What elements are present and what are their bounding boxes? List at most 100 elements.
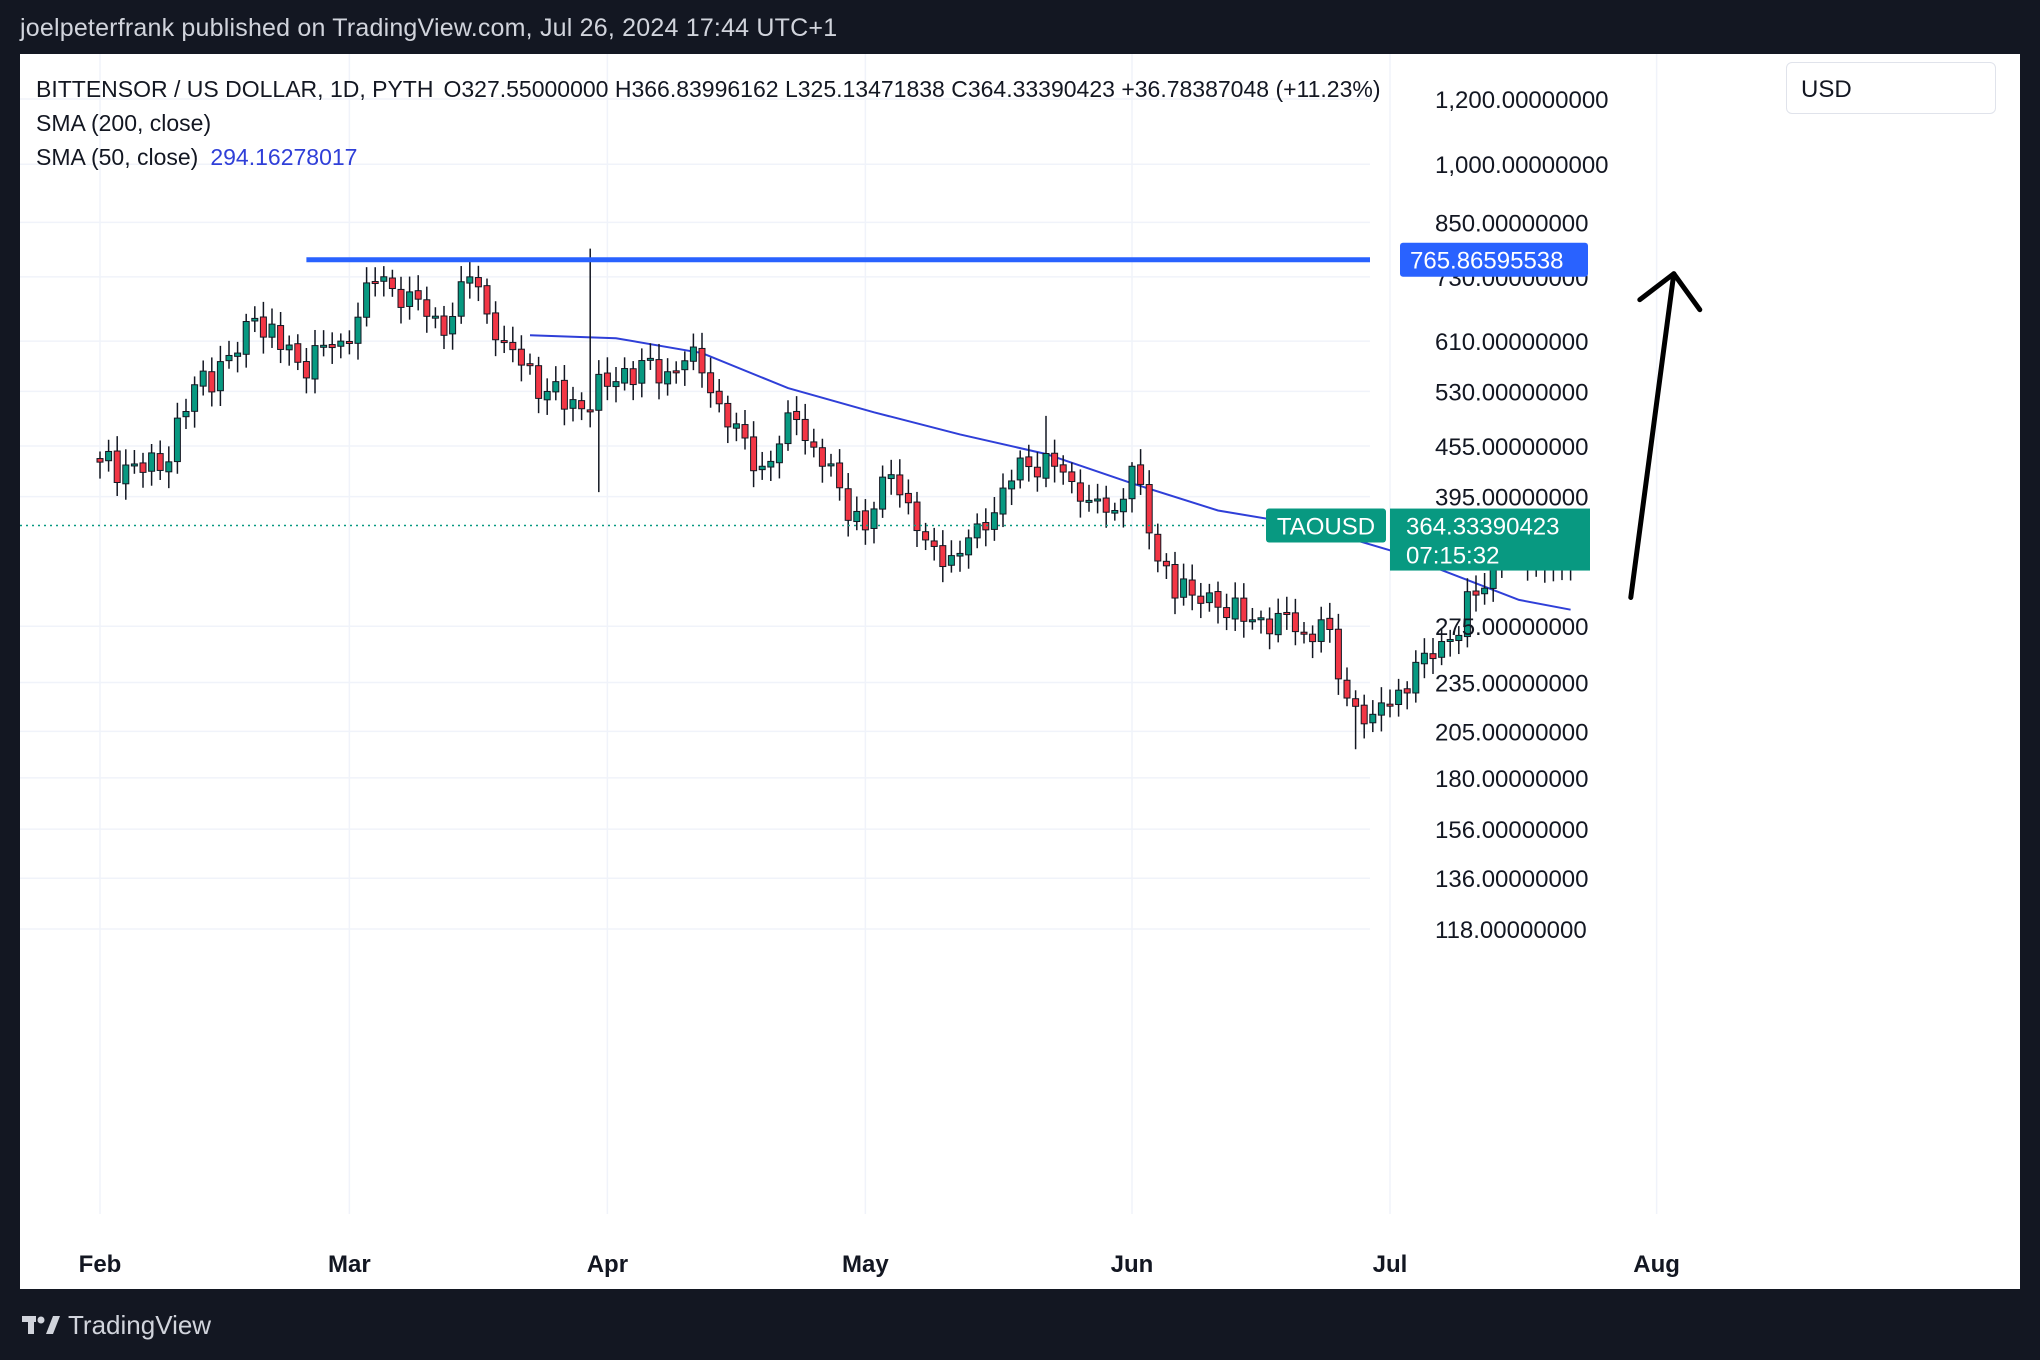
candle-body bbox=[1403, 688, 1411, 694]
symbol-title[interactable]: BITTENSOR / US DOLLAR, 1D, PYTH bbox=[36, 76, 434, 102]
candle bbox=[139, 452, 147, 488]
candle-body bbox=[1197, 595, 1205, 604]
candle bbox=[1059, 455, 1067, 485]
candle bbox=[758, 451, 766, 480]
candle bbox=[1068, 462, 1076, 494]
candle bbox=[1420, 638, 1428, 679]
candle bbox=[431, 307, 439, 329]
candle bbox=[1137, 449, 1145, 495]
candle bbox=[1352, 690, 1360, 750]
price-axis[interactable]: 1,200.00000000 1,000.00000000 850.00000000… bbox=[1435, 87, 1609, 944]
candle-body bbox=[148, 452, 156, 472]
candle bbox=[947, 540, 955, 573]
candle bbox=[801, 403, 809, 455]
last-price-label: 364.33390423 bbox=[1406, 514, 1560, 541]
candle bbox=[1438, 627, 1446, 666]
candle bbox=[999, 473, 1007, 528]
candle-body bbox=[535, 365, 543, 399]
candle-body bbox=[1429, 653, 1437, 660]
candle-body bbox=[397, 288, 405, 308]
candle-body bbox=[775, 443, 783, 464]
candle bbox=[1343, 667, 1351, 707]
candle bbox=[397, 276, 405, 324]
candle-body bbox=[1102, 497, 1110, 513]
candle bbox=[750, 421, 758, 488]
candle bbox=[517, 335, 525, 382]
candle-body bbox=[1137, 464, 1145, 485]
candle-body bbox=[1283, 611, 1291, 615]
candle-body bbox=[801, 418, 809, 442]
candle-body bbox=[1369, 713, 1377, 724]
candle-body bbox=[1076, 482, 1084, 502]
candle bbox=[311, 329, 319, 394]
candle-body bbox=[629, 368, 637, 386]
candle-body bbox=[1352, 698, 1360, 707]
candle-body bbox=[758, 465, 766, 471]
candle-body bbox=[1154, 533, 1162, 562]
currency-button[interactable]: USD bbox=[1786, 62, 1996, 114]
y-tick-label: 235.00000000 bbox=[1435, 670, 1589, 697]
candle bbox=[1455, 626, 1463, 655]
candle-body bbox=[483, 285, 491, 315]
chart-legend: BITTENSOR / US DOLLAR, 1D, PYTH O327.5500… bbox=[36, 72, 1381, 174]
candle bbox=[294, 334, 302, 371]
candle-body bbox=[1472, 590, 1480, 596]
candle-body bbox=[1438, 641, 1446, 658]
candle bbox=[578, 392, 586, 421]
tradingview-logo[interactable]: TradingView bbox=[22, 1310, 211, 1340]
candle-body bbox=[294, 343, 302, 363]
candle bbox=[1283, 596, 1291, 630]
candle bbox=[861, 499, 869, 545]
candle-body bbox=[345, 340, 353, 344]
candle-body bbox=[1119, 498, 1127, 513]
candle bbox=[724, 395, 732, 444]
candle bbox=[492, 301, 500, 357]
candle-body bbox=[517, 348, 525, 366]
candle bbox=[165, 446, 173, 489]
candle bbox=[1197, 582, 1205, 619]
candle bbox=[990, 497, 998, 541]
candle-body bbox=[965, 537, 973, 556]
candle-body bbox=[1300, 631, 1308, 635]
candle bbox=[1008, 469, 1016, 506]
time-axis[interactable]: Feb Mar Apr May Jun Jul Aug bbox=[79, 1251, 1680, 1278]
candle-body bbox=[1051, 452, 1059, 467]
candle-body bbox=[732, 423, 740, 429]
candle-body bbox=[543, 390, 551, 401]
candle bbox=[320, 330, 328, 357]
candle bbox=[1180, 563, 1188, 606]
candle bbox=[569, 386, 577, 422]
candle-body bbox=[1360, 704, 1368, 725]
y-tick-label: 530.00000000 bbox=[1435, 379, 1589, 406]
candle bbox=[715, 379, 723, 413]
candle-body bbox=[715, 390, 723, 405]
candle bbox=[1128, 462, 1136, 513]
candle bbox=[380, 266, 388, 297]
candle bbox=[173, 402, 181, 474]
candle-body bbox=[526, 363, 534, 367]
candle-body bbox=[1231, 597, 1239, 620]
legend-sma200[interactable]: SMA (200, close) bbox=[36, 106, 1381, 140]
symbol-tag-label: TAOUSD bbox=[1277, 514, 1375, 541]
candle bbox=[268, 308, 276, 348]
legend-sma50[interactable]: SMA (50, close) 294.16278017 bbox=[36, 140, 1381, 174]
sma200-label: SMA (200, close) bbox=[36, 110, 212, 136]
candle-body bbox=[130, 463, 138, 467]
candle bbox=[887, 459, 895, 495]
chart-panel[interactable]: 1,200.00000000 1,000.00000000 850.00000000… bbox=[20, 54, 2020, 1289]
candlestick-chart[interactable]: 1,200.00000000 1,000.00000000 850.00000000… bbox=[20, 54, 2020, 1289]
candle-body bbox=[457, 281, 465, 317]
candle-body bbox=[672, 370, 680, 374]
candle-body bbox=[156, 453, 164, 471]
candle bbox=[698, 332, 706, 388]
ohlc-values: O327.55000000 H366.83996162 L325.1347183… bbox=[443, 76, 1381, 102]
candle-body bbox=[1223, 607, 1231, 619]
candle bbox=[414, 275, 422, 311]
x-tick-label: May bbox=[842, 1251, 889, 1278]
candle-body bbox=[1085, 499, 1093, 503]
y-tick-label: 850.00000000 bbox=[1435, 210, 1589, 237]
last-price-tag-bg bbox=[1390, 508, 1590, 571]
candle-body bbox=[509, 341, 517, 351]
candle-body bbox=[827, 463, 835, 467]
candle bbox=[973, 513, 981, 549]
